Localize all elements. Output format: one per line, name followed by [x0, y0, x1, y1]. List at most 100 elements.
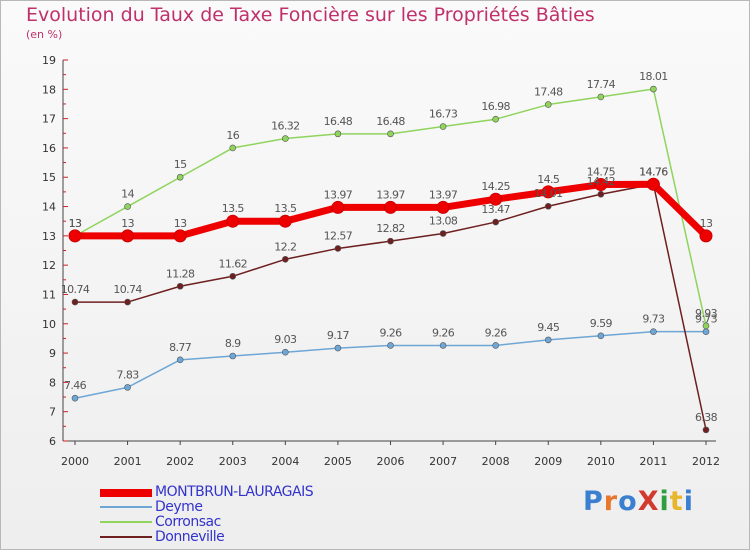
data-label-deyme: 9.26 [432, 326, 455, 339]
data-label-corronsac: 15 [174, 158, 187, 171]
data-point-corronsac [492, 115, 499, 123]
data-label-donneville: 11.62 [219, 257, 248, 270]
y-tick-label: 9 [49, 347, 56, 360]
data-label-deyme: 9.03 [274, 333, 297, 346]
data-point-deyme [702, 328, 710, 335]
data-point-montbrun-lauragais [68, 229, 82, 243]
data-label-donneville: 14.42 [587, 175, 616, 188]
data-point-montbrun-lauragais [384, 200, 397, 214]
legend-swatch-deyme [100, 506, 152, 508]
data-point-deyme [124, 384, 131, 391]
data-point-donneville [702, 426, 710, 434]
data-label-montbrun-lauragais: 13.97 [429, 188, 458, 201]
data-point-deyme [544, 336, 552, 344]
y-tick-label: 13 [42, 230, 56, 243]
data-point-montbrun-lauragais [489, 192, 503, 206]
x-tick-label: 2002 [166, 455, 194, 468]
data-label-montbrun-lauragais: 13 [174, 217, 187, 230]
data-label-corronsac: 16.73 [429, 108, 458, 121]
data-point-donneville [124, 298, 131, 306]
data-point-corronsac [544, 101, 552, 108]
logo-letter: o [618, 486, 638, 517]
data-point-donneville [597, 190, 605, 198]
data-point-deyme [387, 342, 394, 349]
data-point-montbrun-lauragais [278, 214, 292, 228]
data-label-montbrun-lauragais: 14.76 [639, 165, 668, 178]
data-label-montbrun-lauragais: 14.25 [481, 180, 510, 193]
legend-label-corronsac: Corronsac [155, 514, 221, 530]
y-tick-label: 8 [49, 376, 56, 389]
logo-letter: i [659, 486, 670, 517]
data-label-montbrun-lauragais: 13.5 [222, 202, 245, 215]
data-point-deyme [229, 352, 237, 360]
legend-swatch-montbrun [100, 489, 152, 497]
data-label-donneville: 10.74 [113, 283, 142, 296]
data-point-montbrun-lauragais [436, 200, 450, 214]
y-tick-label: 15 [42, 171, 56, 184]
x-tick-label: 2008 [482, 455, 510, 468]
data-label-montbrun-lauragais: 13.97 [324, 188, 353, 201]
y-tick-label: 16 [42, 142, 56, 155]
y-tick-label: 14 [42, 201, 56, 214]
data-label-deyme: 7.83 [117, 368, 140, 381]
data-point-corronsac [439, 123, 447, 130]
y-tick-label: 19 [42, 54, 56, 67]
x-tick-label: 2003 [219, 455, 247, 468]
data-point-corronsac [702, 322, 710, 330]
data-point-donneville [439, 230, 447, 237]
data-point-corronsac [229, 144, 237, 152]
data-label-montbrun-lauragais: 13 [700, 217, 713, 230]
data-point-deyme [282, 348, 289, 356]
data-point-montbrun-lauragais [226, 214, 240, 228]
data-label-corronsac: 16 [226, 129, 239, 142]
y-tick-label: 7 [49, 406, 56, 419]
data-point-corronsac [650, 85, 657, 93]
data-point-corronsac [282, 135, 289, 142]
chart-subtitle: (en %) [26, 28, 63, 41]
data-point-deyme [492, 342, 499, 349]
data-label-corronsac: 14 [121, 188, 134, 201]
y-tick-label: 17 [42, 113, 56, 126]
logo-letter: i [683, 486, 694, 517]
data-label-corronsac: 18.01 [639, 70, 668, 83]
legend-swatch-donneville [100, 536, 152, 538]
data-label-donneville: 13.08 [429, 215, 458, 228]
data-label-corronsac: 16.98 [481, 100, 510, 113]
data-point-donneville [544, 202, 552, 210]
x-tick-label: 2009 [534, 455, 562, 468]
x-tick-label: 2004 [271, 455, 299, 468]
data-label-montbrun-lauragais: 13 [69, 217, 82, 230]
data-label-donneville: 12.82 [376, 222, 405, 235]
data-point-deyme [176, 356, 184, 364]
y-tick-label: 10 [42, 318, 56, 331]
data-point-deyme [334, 344, 342, 352]
data-label-corronsac: 17.48 [534, 86, 563, 99]
data-point-montbrun-lauragais [541, 185, 555, 199]
data-label-montbrun-lauragais: 14.75 [587, 166, 616, 179]
legend-label-donneville: Donneville [155, 529, 225, 545]
y-tick-label: 12 [42, 259, 56, 272]
x-tick-label: 2011 [639, 455, 667, 468]
data-point-deyme [439, 342, 447, 349]
data-label-donneville: 13.47 [481, 203, 510, 216]
data-point-montbrun-lauragais [173, 229, 187, 243]
x-tick-label: 2001 [114, 455, 142, 468]
data-label-montbrun-lauragais: 13.97 [376, 188, 405, 201]
data-point-donneville [492, 218, 499, 226]
y-tick-label: 11 [42, 288, 56, 301]
x-tick-label: 2012 [692, 455, 720, 468]
data-label-donneville: 14.01 [534, 187, 563, 200]
data-label-deyme: 9.26 [485, 326, 508, 339]
data-point-corronsac [387, 130, 394, 138]
data-label-deyme: 8.9 [225, 337, 241, 350]
data-point-corronsac [334, 130, 342, 138]
data-point-montbrun-lauragais [699, 229, 713, 243]
data-label-deyme: 8.77 [169, 341, 192, 354]
data-label-donneville: 10.74 [61, 283, 90, 296]
logo-letter: X [637, 486, 660, 517]
data-label-deyme: 9.73 [642, 313, 665, 326]
data-point-donneville [176, 282, 184, 290]
data-label-donneville: 14.76 [639, 165, 668, 178]
